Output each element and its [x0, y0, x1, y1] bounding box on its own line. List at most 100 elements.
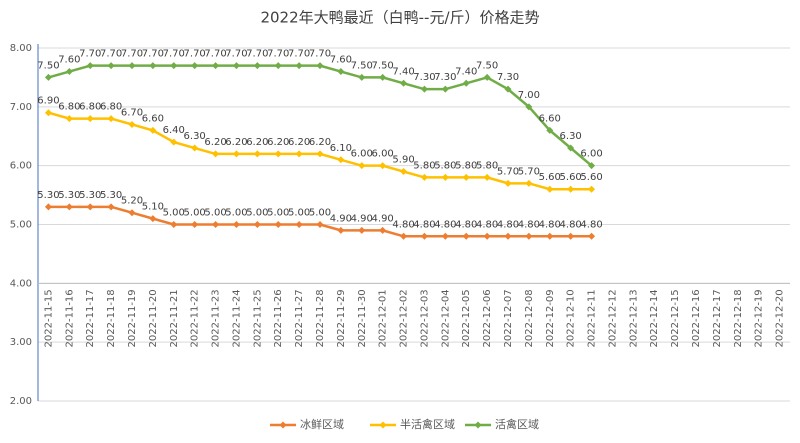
data-label: 5.60 [580, 172, 602, 183]
data-label: 4.80 [518, 219, 540, 230]
data-label: 6.70 [121, 107, 143, 118]
legend-label: 活禽区域 [495, 417, 539, 431]
x-tick-label: 2022-12-08 [524, 289, 535, 347]
data-label: 4.80 [413, 219, 435, 230]
point [232, 150, 240, 158]
data-label: 7.50 [37, 60, 59, 71]
point [379, 73, 387, 81]
point [191, 221, 199, 228]
x-tick-label: 2022-11-25 [252, 289, 263, 347]
data-label: 5.00 [246, 208, 268, 219]
x-tick-label: 2022-12-10 [566, 289, 577, 347]
data-label: 5.30 [58, 190, 80, 201]
point [400, 79, 408, 87]
point [295, 150, 303, 158]
data-label: 5.60 [560, 172, 582, 183]
point [420, 232, 428, 240]
data-label: 5.30 [100, 190, 122, 201]
x-tick-label: 2022-12-01 [378, 289, 389, 347]
data-label: 6.20 [246, 137, 268, 148]
data-label: 7.70 [184, 49, 206, 60]
point [253, 221, 261, 228]
data-label: 7.60 [330, 55, 352, 66]
point [588, 232, 596, 240]
data-label: 6.00 [580, 149, 602, 160]
data-label: 7.30 [413, 72, 435, 83]
y-tick-label: 8.00 [10, 43, 32, 54]
data-label: 6.20 [267, 137, 289, 148]
data-label: 5.00 [163, 208, 185, 219]
data-label: 5.10 [142, 202, 164, 213]
point [107, 62, 115, 70]
point [170, 138, 178, 146]
data-label: 6.20 [288, 137, 310, 148]
x-tick-label: 2022-12-03 [419, 289, 430, 347]
point [567, 185, 575, 193]
point [65, 203, 73, 211]
point [358, 226, 366, 234]
point [358, 73, 366, 81]
data-label: 6.00 [372, 149, 394, 160]
data-label: 6.90 [37, 96, 59, 107]
data-label: 5.80 [434, 160, 456, 171]
x-tick-label: 2022-11-17 [85, 289, 96, 347]
x-tick-label: 2022-12-15 [670, 289, 681, 347]
x-tick-label: 2022-12-09 [545, 289, 556, 347]
point [212, 150, 220, 158]
point [504, 232, 512, 240]
point [316, 62, 324, 70]
data-label: 6.30 [560, 131, 582, 142]
legend-label: 半活禽区域 [400, 417, 455, 431]
data-label: 6.30 [184, 131, 206, 142]
point [546, 126, 554, 134]
x-tick-label: 2022-12-02 [399, 289, 410, 347]
point [400, 168, 408, 176]
y-tick-label: 5.00 [10, 220, 32, 231]
data-label: 7.70 [309, 49, 331, 60]
point [462, 232, 470, 240]
point [232, 221, 240, 228]
point [86, 115, 94, 123]
x-tick-label: 2022-12-11 [587, 289, 598, 347]
x-tick-label: 2022-12-06 [482, 289, 493, 347]
point [525, 103, 533, 111]
point [525, 232, 533, 240]
data-label: 5.90 [392, 155, 414, 166]
data-label: 6.20 [204, 137, 226, 148]
point [441, 232, 449, 240]
point [86, 62, 94, 70]
x-tick-label: 2022-11-18 [106, 289, 117, 347]
point [588, 185, 596, 193]
data-label: 7.50 [476, 60, 498, 71]
legend-marker [474, 421, 482, 429]
data-label: 7.70 [100, 49, 122, 60]
point [400, 232, 408, 240]
y-tick-label: 2.00 [10, 396, 32, 407]
legend-label: 冰鲜区域 [300, 417, 344, 431]
data-label: 7.70 [121, 49, 143, 60]
data-label: 5.00 [225, 208, 247, 219]
point [170, 62, 178, 70]
data-label: 6.80 [58, 102, 80, 113]
point [295, 221, 303, 228]
point [170, 221, 178, 228]
point [420, 173, 428, 181]
x-tick-label: 2022-12-13 [628, 289, 639, 347]
data-label: 4.80 [455, 219, 477, 230]
y-tick-label: 7.00 [10, 102, 32, 113]
point [212, 221, 220, 228]
point [253, 62, 261, 70]
point [295, 62, 303, 70]
data-label: 7.70 [163, 49, 185, 60]
point [546, 232, 554, 240]
point [567, 232, 575, 240]
point [420, 85, 428, 93]
x-tick-label: 2022-12-19 [754, 289, 765, 347]
point [191, 62, 199, 70]
point [128, 62, 136, 70]
x-tick-label: 2022-12-20 [775, 289, 786, 347]
data-label: 7.70 [225, 49, 247, 60]
data-label: 6.60 [539, 113, 561, 124]
x-tick-label: 2022-12-14 [649, 289, 660, 347]
